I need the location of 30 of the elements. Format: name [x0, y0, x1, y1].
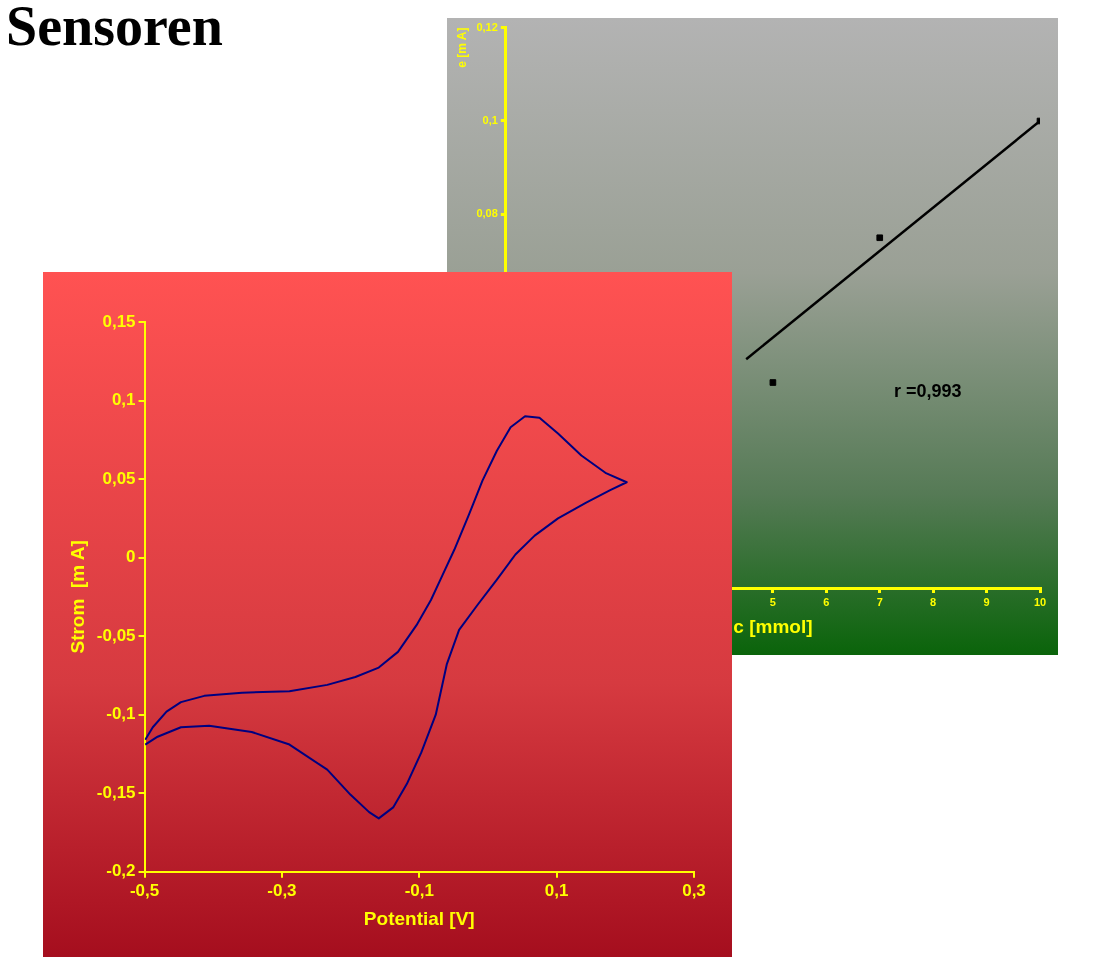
- x-tick-label: 7: [876, 595, 883, 608]
- y-tick-label: 0,15: [102, 311, 136, 331]
- x-tick-label: 9: [983, 595, 990, 608]
- point: [876, 234, 884, 242]
- y-tick-label: -0,1: [106, 704, 136, 724]
- x-tick-label: -0,1: [404, 880, 434, 900]
- x-tick-label: 10: [1033, 595, 1047, 608]
- chart-title: Sensoren: [6, 0, 223, 58]
- y-tick-label: 0,1: [482, 114, 498, 127]
- x-tick-label: 8: [930, 595, 937, 608]
- x-axis-title: c [mmol]: [733, 615, 813, 637]
- y-tick-label: 0,1: [111, 390, 136, 410]
- x-tick-label: -0,5: [129, 880, 160, 900]
- x-tick-label: 5: [769, 595, 776, 608]
- x-axis-title: Potential [V]: [363, 907, 475, 929]
- y-axis-title: e [m A]: [454, 27, 469, 68]
- y-tick-label: 0,05: [102, 468, 136, 488]
- annotation: r =0,993: [894, 380, 962, 401]
- y-tick-label: -0,05: [96, 625, 136, 645]
- x-tick-label: 6: [823, 595, 830, 608]
- y-tick-label: -0,2: [106, 861, 136, 881]
- x-tick-label: -0,3: [267, 880, 297, 900]
- y-axis-title: Strom [m A]: [66, 540, 88, 654]
- y-tick-label: 0,12: [476, 20, 498, 33]
- y-tick-label: -0,15: [96, 782, 136, 802]
- x-tick-label: 0,3: [682, 880, 706, 900]
- point: [769, 379, 777, 386]
- y-tick-label: 0,08: [476, 207, 498, 220]
- y-tick-label: 0: [126, 547, 136, 567]
- x-tick-label: 0,1: [544, 880, 569, 900]
